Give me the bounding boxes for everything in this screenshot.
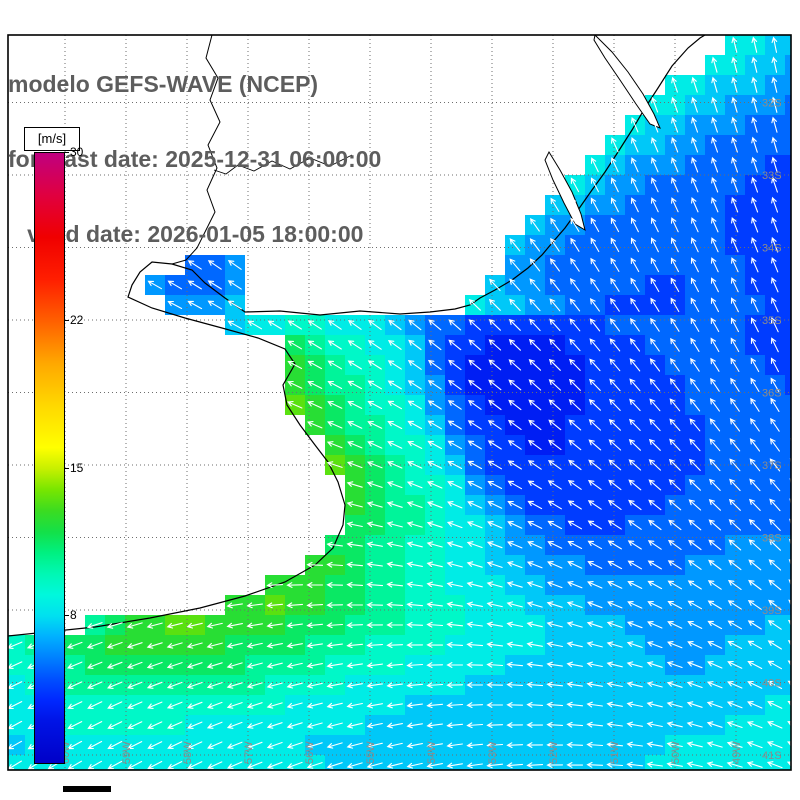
longitude-label: 59W [121, 741, 133, 764]
longitude-label: 56W [304, 741, 316, 764]
map-border [7, 34, 792, 771]
graticule-layer [8, 35, 791, 770]
latitude-label: 33S [762, 170, 782, 182]
latitude-label: 34S [762, 243, 782, 255]
longitude-label: 54W [426, 741, 438, 764]
latitude-label: 35S [762, 315, 782, 327]
latitude-labels: 32S 33S 34S 35S 36S 37S 38S 39S 40S 41S [762, 98, 782, 763]
lagoa-mirim-outline [544, 150, 586, 232]
longitude-label: 52W [548, 741, 560, 764]
latitude-label: 39S [762, 605, 782, 617]
lagoa-dos-patos-outline [593, 35, 661, 129]
longitude-label: 57W [243, 741, 255, 764]
longitude-label: 50W [670, 741, 682, 764]
longitude-label: 49W [731, 741, 743, 764]
latitude-label: 36S [762, 388, 782, 400]
uruguay-river [171, 35, 221, 265]
latitude-label: 41S [762, 750, 782, 762]
bottom-left-mark [63, 786, 111, 792]
latitude-label: 32S [762, 98, 782, 110]
colorbar-unit-label: [m/s] [24, 127, 80, 151]
latitude-label: 38S [762, 533, 782, 545]
wave-direction-arrows-layer [8, 36, 791, 770]
forecast-date-line: forecast date: 2025-12-31 06:00:00 [8, 146, 382, 172]
model-title: modelo GEFS-WAVE (NCEP) [8, 71, 319, 97]
longitude-label: 51W [609, 741, 621, 764]
colorbar [34, 152, 65, 764]
longitude-label: 55W [365, 741, 377, 764]
latitude-label: 40S [762, 678, 782, 690]
coastline-layer [8, 35, 706, 637]
latitude-label: 37S [762, 460, 782, 472]
longitude-labels: 60W 59W 58W 57W 56W 55W 54W 53W 52W 51W 50W 49W [60, 741, 743, 764]
longitude-label: 58W [182, 741, 194, 764]
longitude-label: 53W [487, 741, 499, 764]
negro-river [213, 154, 353, 175]
coastline [8, 35, 706, 637]
